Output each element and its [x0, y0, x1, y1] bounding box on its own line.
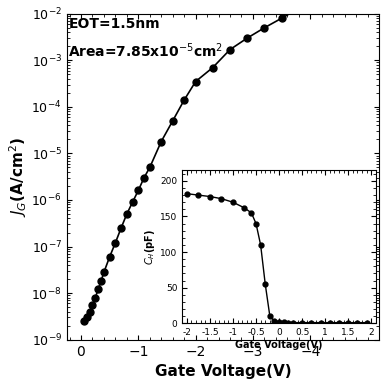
X-axis label: Gate Voltage(V): Gate Voltage(V) [154, 364, 291, 379]
Text: Area=7.85x10$^{-5}$cm$^2$: Area=7.85x10$^{-5}$cm$^2$ [68, 41, 223, 59]
Text: EOT=1.5nm: EOT=1.5nm [68, 17, 160, 31]
Y-axis label: $J_G$(A/cm$^2$): $J_G$(A/cm$^2$) [7, 137, 29, 217]
